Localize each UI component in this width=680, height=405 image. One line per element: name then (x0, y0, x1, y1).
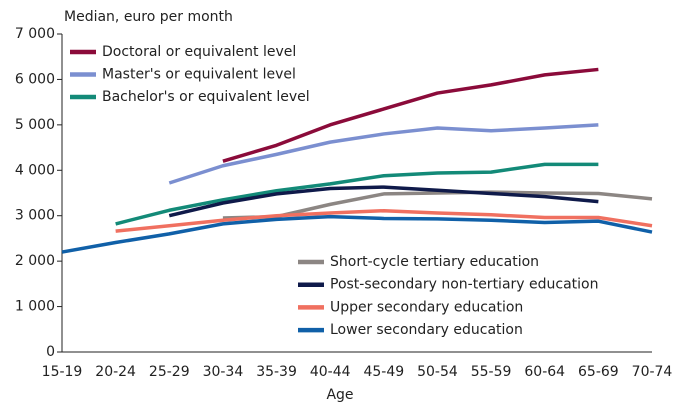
y-tick-label: 6 000 (15, 71, 55, 87)
x-tick-label: 15-19 (42, 364, 83, 380)
y-tick-label: 7 000 (15, 26, 55, 42)
y-tick-label: 4 000 (15, 162, 55, 178)
x-tick-label: 65-69 (578, 364, 619, 380)
y-tick-label: 5 000 (15, 117, 55, 133)
y-tick-label: 0 (46, 344, 55, 360)
legend-label: Master's or equivalent level (102, 67, 296, 83)
x-tick-label: 40-44 (310, 364, 351, 380)
y-axis-title: Median, euro per month (64, 9, 233, 25)
x-tick-label: 25-29 (149, 364, 190, 380)
x-tick-label: 50-54 (417, 364, 458, 380)
x-tick-label: 30-34 (203, 364, 244, 380)
series-line (222, 67, 599, 163)
series-line (168, 185, 599, 218)
x-tick-label: 70-74 (632, 364, 673, 380)
x-tick-label: 60-64 (524, 364, 565, 380)
x-tick-label: 20-24 (95, 364, 136, 380)
series-line (115, 208, 653, 233)
y-tick-label: 2 000 (15, 253, 55, 269)
legend-label: Short-cycle tertiary education (330, 254, 539, 270)
y-tick-label: 1 000 (15, 299, 55, 315)
x-tick-label: 35-39 (256, 364, 297, 380)
legend-label: Upper secondary education (330, 299, 523, 315)
x-tick-label: 55-59 (471, 364, 512, 380)
series-line (168, 123, 599, 185)
legend-label: Lower secondary education (330, 322, 523, 338)
x-axis-title: Age (326, 387, 353, 403)
series-line (115, 162, 599, 226)
y-tick-label: 3 000 (15, 208, 55, 224)
series-line (61, 214, 653, 254)
legend-label: Bachelor's or equivalent level (102, 89, 310, 105)
legend-label: Doctoral or equivalent level (102, 44, 296, 60)
x-tick-label: 45-49 (363, 364, 404, 380)
legend-label: Post-secondary non-tertiary education (330, 277, 598, 293)
series-line (222, 190, 653, 220)
